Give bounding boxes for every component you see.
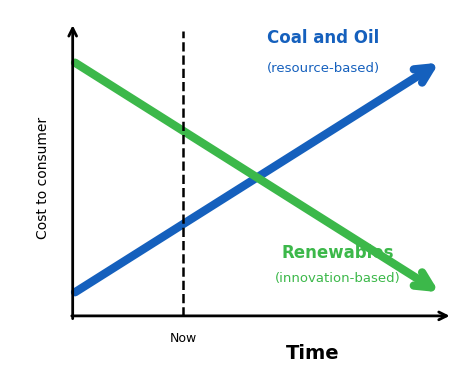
Text: Now: Now (170, 332, 197, 346)
Text: Renewables: Renewables (282, 244, 394, 262)
Text: (resource-based): (resource-based) (267, 62, 380, 75)
Text: Coal and Oil: Coal and Oil (267, 29, 380, 47)
Text: Cost to consumer: Cost to consumer (36, 116, 50, 238)
Text: (innovation-based): (innovation-based) (275, 272, 401, 285)
Text: Time: Time (285, 344, 339, 363)
